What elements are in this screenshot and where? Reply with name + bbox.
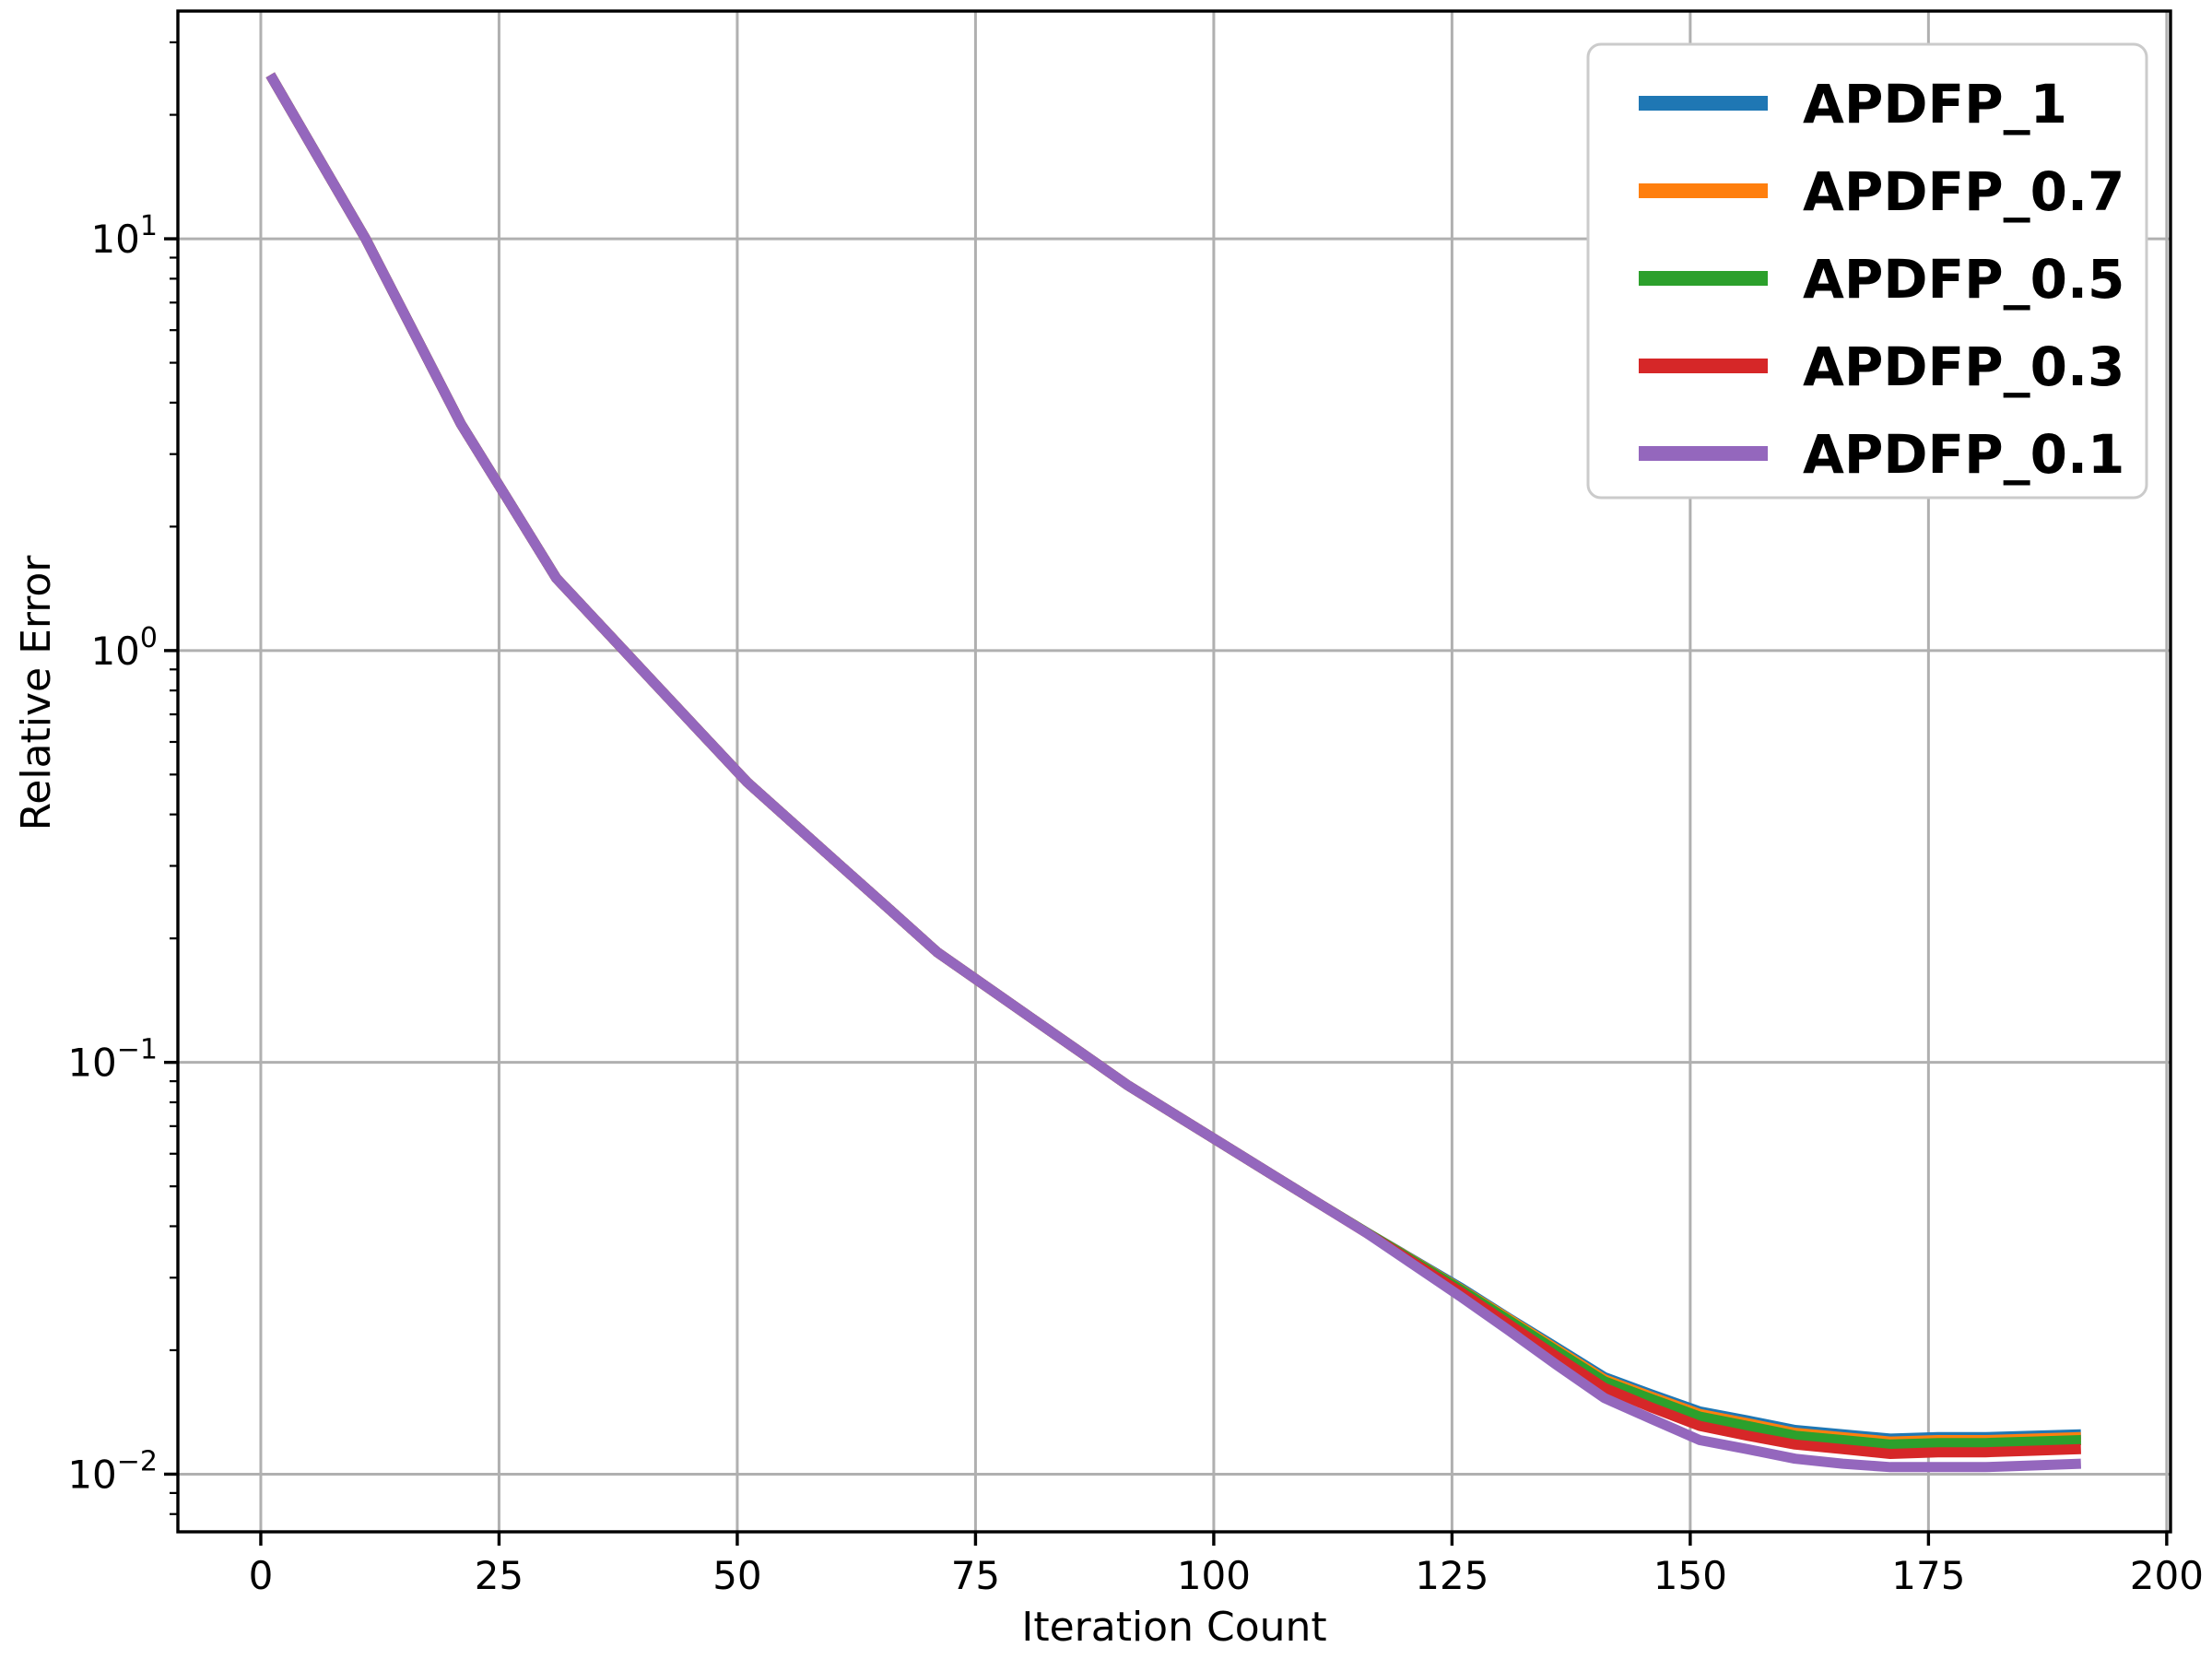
x-tick-label: 0 <box>249 1553 274 1598</box>
legend-box <box>1586 42 2148 500</box>
y-tick-label: 10−2 <box>67 1445 158 1497</box>
x-tick-label: 100 <box>1177 1553 1251 1598</box>
y-tick-label: 101 <box>90 210 158 262</box>
x-tick-label: 200 <box>2130 1553 2204 1598</box>
y-tick-label: 10−1 <box>67 1034 158 1086</box>
tick-labels: 0 25 50 75 100 125 150 175 200 101 100 10−1 10−2 <box>67 210 2204 1598</box>
x-tick-label: 25 <box>475 1553 524 1598</box>
x-tick-label: 175 <box>1891 1553 1965 1598</box>
x-tick-label: 50 <box>712 1553 761 1598</box>
plot-spines <box>176 9 2172 1534</box>
y-axis-label: Relative Error <box>12 555 60 831</box>
legend-label-APDFP_0.1: APDFP_0.1 <box>1803 423 2124 486</box>
legend: APDFP_1 APDFP_0.7 APDFP_0.5 APDFP_0.3 APDFP_… <box>1586 42 2148 500</box>
x-axis-label: Iteration Count <box>1021 1604 1327 1651</box>
data-series <box>265 72 2082 1473</box>
y-tick-label: 100 <box>90 622 158 674</box>
x-tick-label: 125 <box>1415 1553 1488 1598</box>
legend-label-APDFP_0.3: APDFP_0.3 <box>1803 335 2124 398</box>
x-tick-label: 150 <box>1653 1553 1727 1598</box>
legend-label-APDFP_0.7: APDFP_0.7 <box>1803 160 2124 223</box>
legend-label-APDFP_1: APDFP_1 <box>1803 73 2067 135</box>
series-line-APDFP_0.1 <box>265 72 2082 1473</box>
x-tick-label: 75 <box>951 1553 1000 1598</box>
legend-label-APDFP_0.5: APDFP_0.5 <box>1803 248 2124 311</box>
